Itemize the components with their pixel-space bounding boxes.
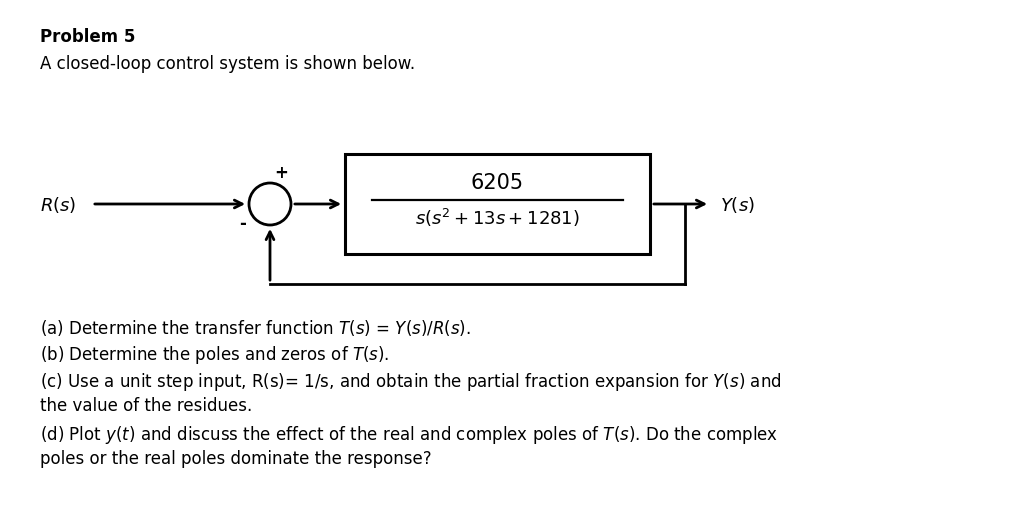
Text: $R(s)$: $R(s)$	[40, 194, 77, 215]
Text: $Y(s)$: $Y(s)$	[720, 194, 755, 215]
Text: poles or the real poles dominate the response?: poles or the real poles dominate the res…	[40, 449, 432, 468]
Text: A closed-loop control system is shown below.: A closed-loop control system is shown be…	[40, 55, 415, 73]
Text: (a) Determine the transfer function $T(s)$ = $Y(s)/R(s)$.: (a) Determine the transfer function $T(s…	[40, 318, 471, 337]
FancyBboxPatch shape	[345, 155, 650, 254]
Text: Problem 5: Problem 5	[40, 28, 135, 46]
Text: $s(s^2 + 13s + 1281)$: $s(s^2 + 13s + 1281)$	[415, 207, 580, 229]
Text: (c) Use a unit step input, R(s)= 1/s, and obtain the partial fraction expansion : (c) Use a unit step input, R(s)= 1/s, an…	[40, 370, 781, 392]
Text: the value of the residues.: the value of the residues.	[40, 397, 252, 415]
Text: (b) Determine the poles and zeros of $T(s)$.: (b) Determine the poles and zeros of $T(…	[40, 344, 389, 366]
Text: (d) Plot $y(t)$ and discuss the effect of the real and complex poles of $T(s)$. : (d) Plot $y(t)$ and discuss the effect o…	[40, 423, 778, 445]
Text: -: -	[240, 215, 246, 233]
Text: 6205: 6205	[471, 173, 524, 192]
Text: +: +	[274, 164, 288, 182]
